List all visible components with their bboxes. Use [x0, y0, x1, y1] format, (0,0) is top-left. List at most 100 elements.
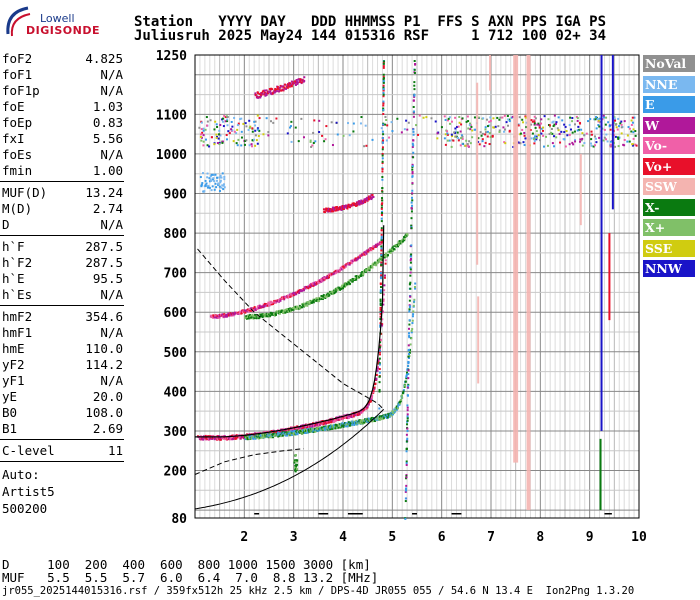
echo-steep-x [405, 440, 408, 443]
echo-o-trace [378, 347, 381, 350]
echo-o-second-hop [244, 309, 247, 312]
echo-o-trace [348, 416, 351, 419]
interference-band [417, 133, 420, 136]
interference-band [488, 124, 491, 127]
echo-o-second-hop [306, 286, 309, 289]
interference-band [461, 137, 464, 140]
echo-x-trace [355, 422, 358, 425]
echo-steep-x [409, 261, 412, 264]
interference-band [563, 123, 566, 126]
interference-band [230, 128, 233, 131]
echo-o-second-hop [323, 276, 326, 279]
echo-third-hop [349, 205, 352, 208]
echo-steep-x [409, 295, 412, 298]
interference-band [553, 145, 556, 148]
interference-band [598, 117, 601, 120]
interference-band [552, 125, 555, 128]
interference-band [454, 130, 457, 133]
interference-band [552, 120, 555, 123]
echo-o-trace [275, 431, 278, 434]
param-value: 287.5 [85, 255, 123, 270]
interference-band [471, 136, 474, 139]
echo-o-trace [371, 394, 374, 397]
param-row-m-d-: M(D) 2.74 [2, 201, 123, 217]
echo-x-second-hop [329, 290, 332, 293]
echo-third-hop [326, 209, 329, 212]
x-tick-label: 9 [586, 530, 594, 545]
echo-fourth-hop [292, 82, 295, 85]
echo-o-trace [377, 362, 380, 365]
interference-band [221, 117, 224, 120]
interference-band [215, 123, 218, 126]
echo-x-second-hop [364, 269, 367, 272]
param-value: 114.2 [85, 357, 123, 372]
interference-band [335, 121, 338, 124]
interference-band [620, 132, 623, 135]
echo-steep-x [411, 199, 414, 202]
echo-fourth-hop [269, 90, 272, 93]
echo-third-hop [372, 195, 375, 198]
echo-x-trace [280, 435, 283, 438]
interference-band [630, 130, 633, 133]
interference-band [596, 118, 599, 121]
echo-cyan-scatter [204, 179, 207, 182]
interference-band [458, 115, 461, 118]
interference-band [634, 143, 637, 146]
echo-x-trace [342, 424, 345, 427]
interference-band [225, 138, 228, 141]
echo-steep-o [380, 217, 383, 220]
echo-o-second-hop [281, 297, 284, 300]
echo-x-trace [339, 425, 342, 428]
echo-x-second-hop [301, 306, 304, 309]
scaled-marker [451, 513, 462, 515]
interference-band [518, 116, 521, 119]
echo-fourth-hop [258, 93, 261, 96]
interference-band [226, 120, 229, 123]
echo-x-second-hop [286, 308, 289, 311]
interference-band [242, 122, 245, 125]
echo-x-second-hop [389, 248, 392, 251]
echo-steep-x [409, 255, 412, 258]
echo-steep-x [411, 204, 414, 207]
echo-x-second-hop [386, 254, 389, 257]
interference-band [573, 123, 576, 126]
echo-third-hop [327, 210, 330, 213]
echo-x-second-hop [292, 307, 295, 310]
legend-item-nnw: NNW [643, 260, 695, 277]
echo-third-hop [371, 193, 374, 196]
interference-band [585, 132, 588, 135]
interference-band [224, 120, 227, 123]
echo-o-second-hop [269, 300, 272, 303]
echo-x-second-hop [249, 316, 252, 319]
echo-x-second-hop [312, 300, 315, 303]
interference-band [360, 116, 363, 119]
echo-third-hop [358, 203, 361, 206]
interference-band [225, 134, 228, 137]
echo-steep-x [413, 95, 416, 98]
interference-band [275, 117, 278, 120]
x-tick-label: 5 [388, 530, 396, 545]
interference-band [609, 140, 612, 143]
echo-o-trace [273, 431, 276, 434]
echo-x-trace [250, 437, 253, 440]
echo-steep-x [411, 145, 414, 148]
interference-band [620, 123, 623, 126]
legend-item-w: W [643, 116, 695, 134]
echo-x-trace [281, 431, 284, 434]
interference-band [199, 135, 202, 138]
interference-band [453, 131, 456, 134]
interference-band [218, 129, 221, 132]
echo-o-second-hop [325, 277, 328, 280]
interference-band [466, 115, 469, 118]
echo-cyan-scatter [211, 178, 214, 181]
interference-band [236, 128, 239, 131]
interference-band [553, 123, 556, 126]
param-row-muf-d-: MUF(D) 13.24 [2, 185, 123, 201]
interference-band [540, 122, 543, 125]
interference-band [613, 116, 616, 119]
echo-steep-o [380, 227, 383, 230]
interference-band [569, 128, 572, 131]
echo-steep-o [380, 206, 383, 209]
echo-steep-x [411, 192, 414, 195]
interference-band [230, 120, 233, 123]
